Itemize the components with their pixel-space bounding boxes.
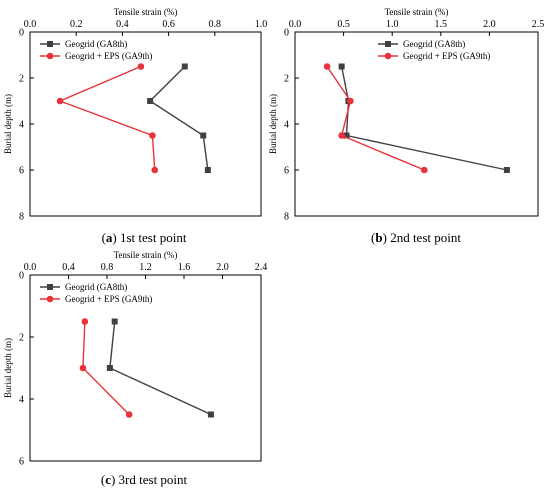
data-point [137,63,145,70]
series-line [149,66,209,171]
data-point [204,167,211,173]
legend-marker [385,41,391,47]
legend-label: Geogrid + EPS (GA9th) [403,51,490,61]
series-geogrid [147,63,211,173]
x-tick-label: 1.0 [386,19,399,30]
x-tick-label: 0.0 [24,19,37,30]
data-point [151,166,159,174]
x-tick-label: 1.6 [178,262,191,273]
y-tick-label: 6 [19,166,24,177]
y-tick-label: 8 [284,212,289,223]
legend-marker [384,52,392,60]
x-axis-label: Tensile strain (%) [385,7,449,17]
y-tick-label: 2 [284,74,289,85]
x-tick-label: 0.0 [289,19,302,30]
legend-marker [46,295,54,303]
y-tick-label: 0 [19,28,24,39]
y-axis-label: Burial depth (m) [3,338,13,398]
x-tick-label: 1.2 [139,262,152,273]
legend-label: Geogrid + EPS (GA9th) [65,51,152,61]
series-geogrid-eps [79,318,133,418]
x-axis-label: Tensile strain (%) [114,7,178,17]
data-point [147,98,154,104]
legend: Geogrid (GA8th) Geogrid + EPS (GA9th) [40,282,152,304]
y-axis-label: Burial depth (m) [3,94,13,154]
data-point [111,318,118,325]
y-tick-label: 6 [19,457,24,468]
series-geogrid-eps [323,63,428,174]
y-tick-label: 0 [284,28,289,39]
legend: Geogrid (GA8th) Geogrid + EPS (GA9th) [40,39,152,61]
data-point [106,365,113,371]
x-tick-label: 0.4 [62,262,75,273]
series-line [340,66,508,171]
y-tick-label: 4 [19,120,24,131]
x-tick-label: 0.5 [337,19,350,30]
x-tick-label: 0.4 [116,19,129,30]
y-tick-label: 4 [19,395,24,406]
legend: Geogrid (GA8th) Geogrid + EPS (GA9th) [378,39,490,61]
y-tick-label: 6 [284,166,289,177]
x-tick-label: 2.0 [483,19,496,30]
data-point [81,318,89,325]
series-line [109,321,212,416]
series-line [82,321,130,415]
x-tick-label: 0.8 [101,262,114,273]
x-tick-label: 1.0 [255,19,268,30]
series-line [326,66,425,171]
x-tick-label: 2.4 [255,262,268,273]
data-point [338,63,345,70]
x-tick-label: 0.2 [70,19,83,30]
chart-panel-b: Tensile strain (%) 0.0 0.5 1.0 1.5 2.0 2.5 0 2 4 6… [268,7,544,245]
y-tick-label: 8 [19,212,24,223]
chart-panel-c: Tensile strain (%) 0.0 0.4 0.8 1.2 1.6 2.0 2.4 0… [3,250,267,487]
chart-panel-a: Tensile strain (%) 0.0 0.2 0.4 0.6 0.8 1.0 0 2 4 6… [3,7,267,245]
y-tick-label: 0 [19,271,24,282]
data-point [56,97,64,105]
data-point [149,132,156,139]
data-point [79,364,87,372]
legend-marker [47,41,53,47]
legend-label: Geogrid (GA8th) [65,282,127,292]
legend-marker [47,284,53,290]
y-tick-label: 2 [19,74,24,85]
data-point [207,411,214,418]
legend-label: Geogrid (GA8th) [65,39,127,49]
legend-label: Geogrid + EPS (GA9th) [65,294,152,304]
data-point [347,97,354,105]
x-tick-label: 0.6 [162,19,175,30]
data-point [125,411,133,418]
series-geogrid [338,63,510,173]
x-tick-label: 0.0 [24,262,37,273]
y-axis-label: Burial depth (m) [268,94,278,154]
panel-caption: (c) 3rd test point [101,472,188,487]
y-tick-label: 2 [19,333,24,344]
panel-caption: (b) 2nd test point [371,230,461,245]
legend-marker [46,52,54,60]
data-point [338,132,345,139]
data-point [323,63,331,70]
series-geogrid-eps [56,63,159,174]
x-tick-label: 1.5 [435,19,448,30]
data-point [420,166,428,174]
x-tick-label: 2.5 [532,19,545,30]
x-tick-label: 0.8 [209,19,222,30]
legend-label: Geogrid (GA8th) [403,39,465,49]
data-point [200,132,207,139]
panel-caption: (a) 1st test point [102,230,187,245]
x-axis-label: Tensile strain (%) [114,250,178,260]
x-tick-label: 2.0 [216,262,229,273]
y-tick-label: 4 [284,120,289,131]
data-point [181,63,188,70]
data-point [343,132,350,139]
series-line [58,65,156,171]
data-point [503,167,510,173]
series-geogrid [106,318,214,418]
